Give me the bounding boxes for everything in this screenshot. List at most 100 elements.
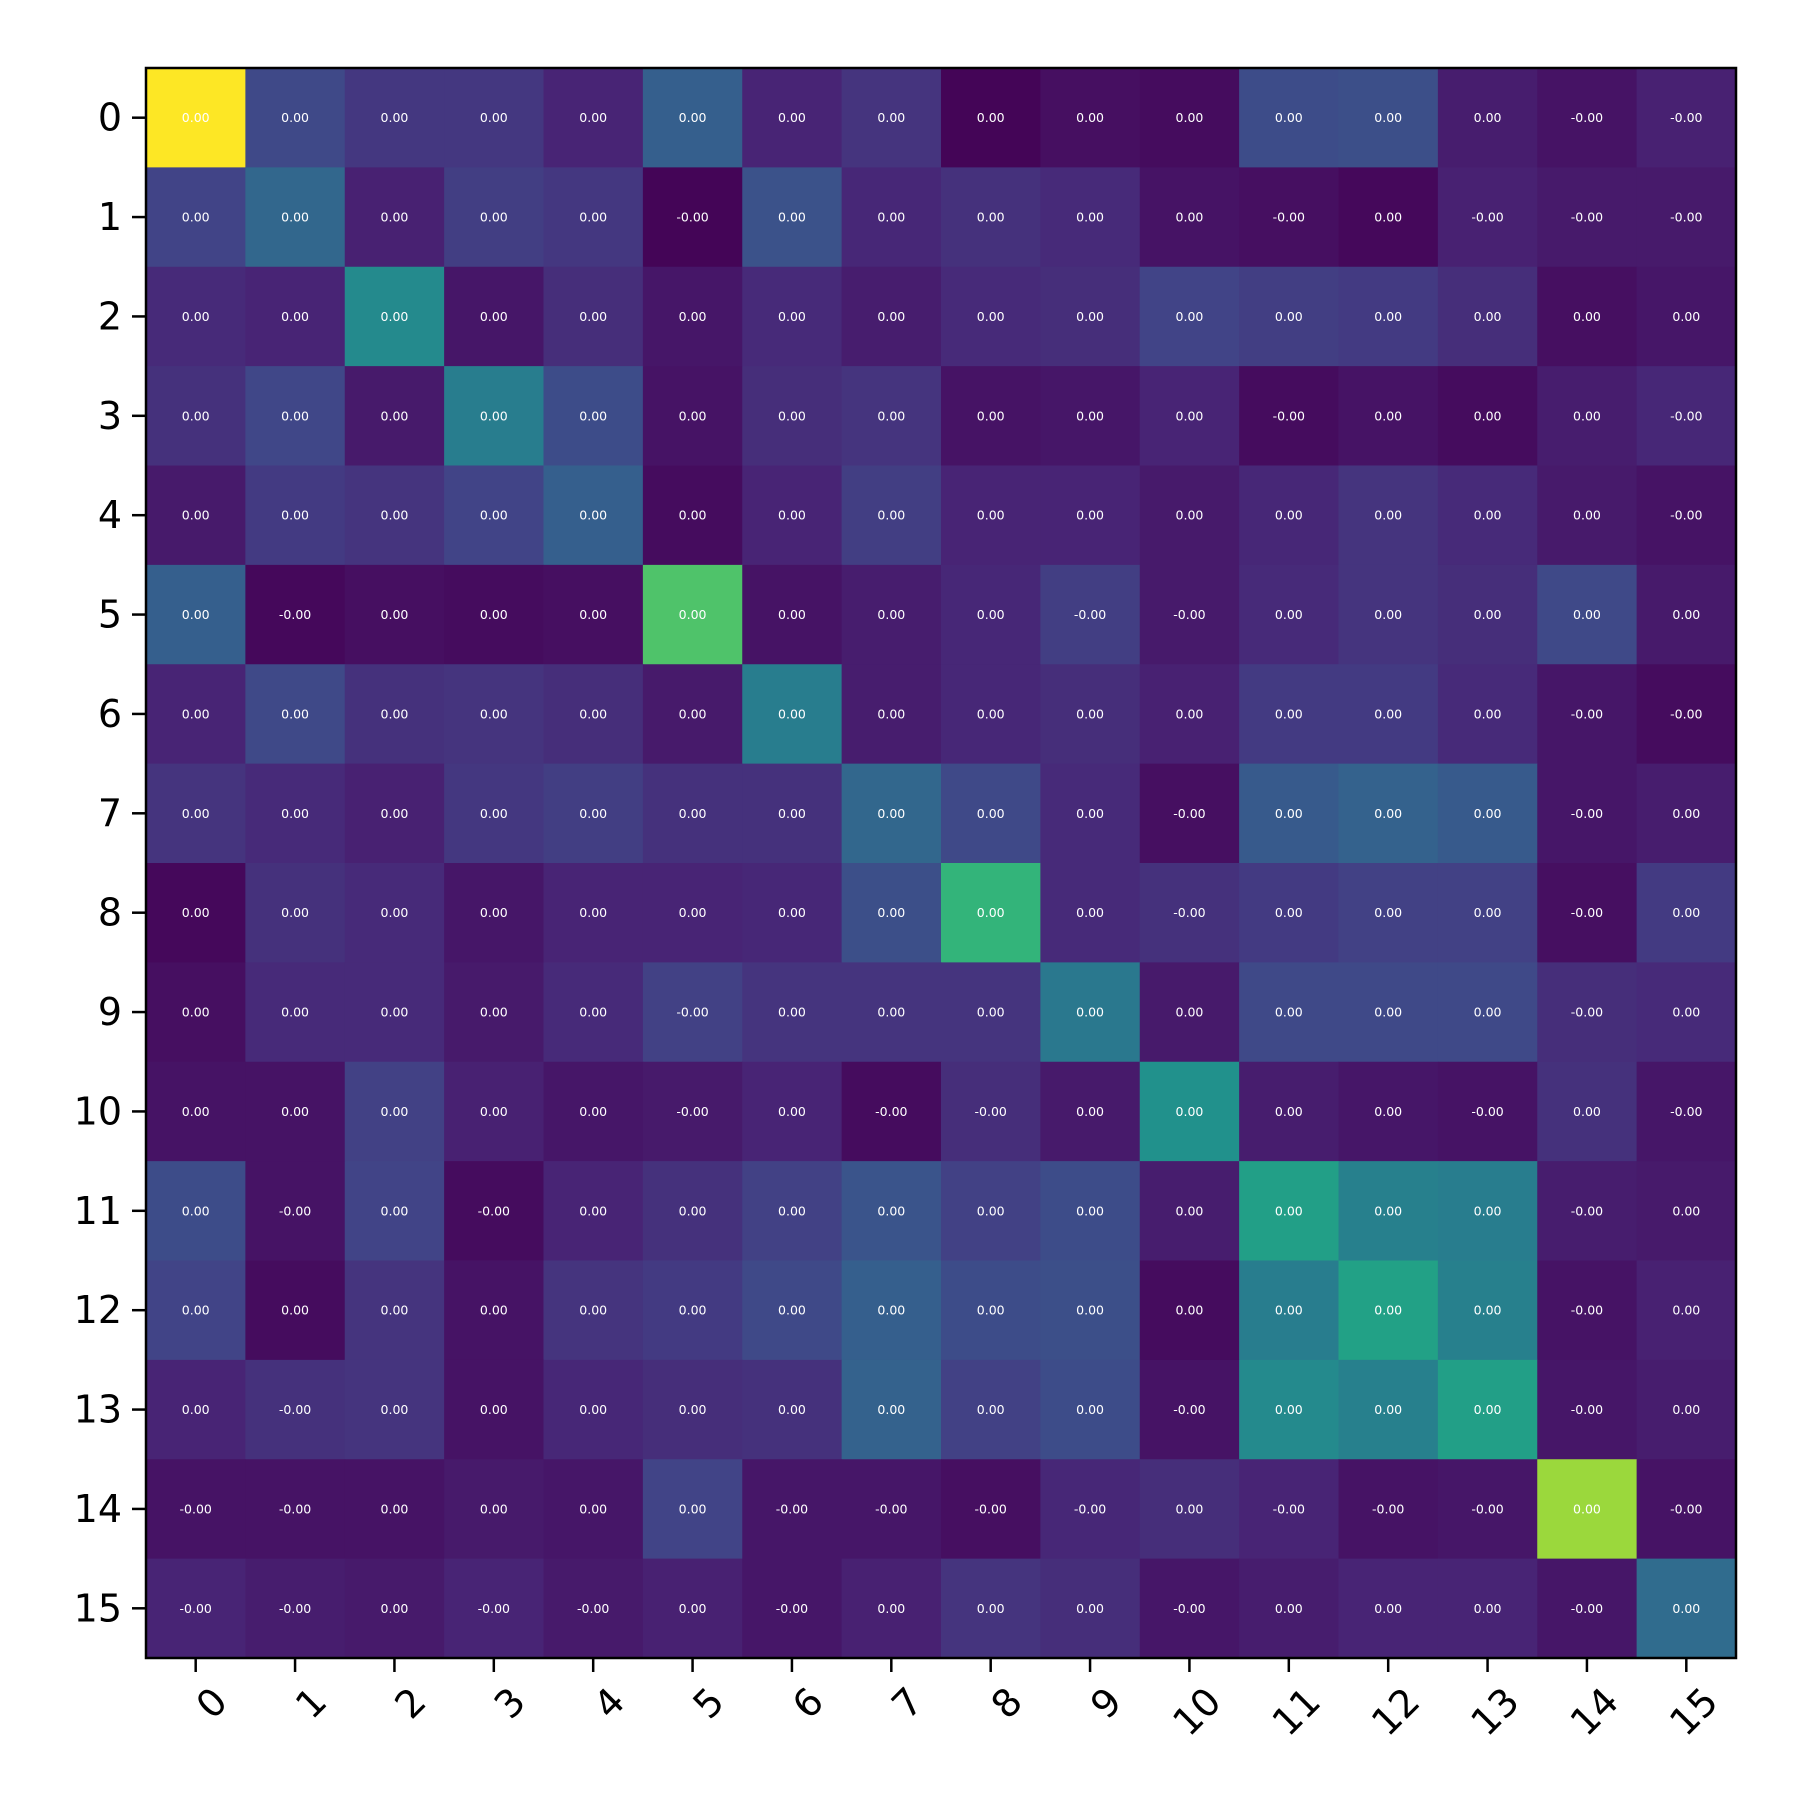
heatmap-cell: [742, 167, 843, 268]
cell-value-label: 0.00: [977, 806, 1005, 821]
heatmap-cell: [1139, 1359, 1240, 1460]
cell-value-label: 0.00: [579, 408, 607, 423]
cell-value-label: 0.00: [1076, 905, 1104, 920]
cell-value-label: 0.00: [877, 905, 905, 920]
cell-value-label: 0.00: [1275, 508, 1303, 523]
heatmap-cell: [742, 1359, 843, 1460]
heatmap-cell: [841, 564, 942, 665]
heatmap-cell: [344, 266, 445, 367]
cell-value-label: -0.00: [1471, 1104, 1503, 1119]
cell-value-label: 0.00: [778, 806, 806, 821]
heatmap-cell: [146, 1359, 246, 1460]
cell-value-label: 0.00: [480, 706, 508, 721]
heatmap-cell: [146, 366, 246, 467]
heatmap-cell: [543, 1260, 644, 1361]
cell-value-label: -0.00: [279, 1601, 311, 1616]
cell-value-label: -0.00: [776, 1501, 808, 1516]
cell-value-label: 0.00: [579, 1203, 607, 1218]
cell-value-label: 0.00: [579, 1005, 607, 1020]
cell-value-label: 0.00: [480, 110, 508, 125]
cell-value-label: 0.00: [877, 1203, 905, 1218]
heatmap-cell: [444, 1459, 545, 1560]
heatmap-cell: [941, 1459, 1041, 1560]
cell-value-label: 0.00: [1474, 110, 1502, 125]
cell-value-label: 0.00: [579, 607, 607, 622]
cell-value-label: 0.00: [579, 1104, 607, 1119]
cell-value-label: 0.00: [1573, 508, 1601, 523]
cell-value-label: 0.00: [1176, 309, 1204, 324]
heatmap-cell: [1537, 465, 1638, 566]
heatmap-cell: [1040, 1260, 1141, 1361]
heatmap-cell: [1636, 1459, 1737, 1560]
cell-value-label: 0.00: [778, 1303, 806, 1318]
cell-value-label: 0.00: [977, 1203, 1005, 1218]
cell-value-label: -0.00: [676, 1005, 708, 1020]
heatmap-cell: [1437, 366, 1538, 467]
heatmap-cell: [444, 1061, 545, 1162]
y-tick-label: 4: [98, 493, 122, 537]
cell-value-label: -0.00: [1670, 706, 1702, 721]
cell-value-label: 0.00: [1374, 408, 1402, 423]
cell-value-label: 0.00: [579, 1402, 607, 1417]
heatmap-cell: [543, 366, 644, 467]
heatmap-cell: [344, 366, 445, 467]
cell-value-label: 0.00: [1672, 309, 1700, 324]
cell-value-label: 0.00: [1076, 110, 1104, 125]
heatmap-cell: [941, 266, 1041, 367]
cell-value-label: 0.00: [1374, 806, 1402, 821]
heatmap-cell: [543, 68, 644, 168]
heatmap-cell: [1437, 1260, 1538, 1361]
heatmap-cell: [245, 1061, 346, 1162]
cell-value-label: 0.00: [1275, 1601, 1303, 1616]
cell-value-label: 0.00: [877, 1601, 905, 1616]
cell-value-label: 0.00: [1076, 210, 1104, 225]
heatmap-cell: [1239, 465, 1340, 566]
cell-value-label: -0.00: [676, 1104, 708, 1119]
heatmap-cell: [1139, 763, 1240, 864]
heatmap-cell: [444, 68, 545, 168]
cell-value-label: -0.00: [1173, 1402, 1205, 1417]
heatmap-cell: [245, 167, 346, 268]
cell-value-label: -0.00: [279, 1501, 311, 1516]
cell-value-label: 0.00: [778, 1402, 806, 1417]
cell-value-label: 0.00: [877, 309, 905, 324]
heatmap-cell: [941, 167, 1041, 268]
cell-value-label: -0.00: [1571, 806, 1603, 821]
heatmap-cell: [1239, 863, 1340, 963]
y-tick-label: 3: [98, 394, 122, 438]
cell-value-label: 0.00: [778, 508, 806, 523]
heatmap-cell: [642, 664, 743, 765]
heatmap-cell: [742, 366, 843, 467]
cell-value-label: 0.00: [1275, 806, 1303, 821]
heatmap-cell: [444, 763, 545, 864]
cell-value-label: 0.00: [480, 1104, 508, 1119]
cell-value-label: 0.00: [1374, 905, 1402, 920]
cell-value-label: 0.00: [579, 706, 607, 721]
cell-value-label: 0.00: [1275, 309, 1303, 324]
heatmap-cell: [245, 1260, 346, 1361]
heatmap-cell: [642, 763, 743, 864]
cell-value-label: 0.00: [1672, 806, 1700, 821]
cell-value-label: 0.00: [977, 1601, 1005, 1616]
cell-value-label: 0.00: [281, 706, 309, 721]
cell-value-label: 0.00: [1275, 706, 1303, 721]
cell-value-label: -0.00: [577, 1601, 609, 1616]
cell-value-label: 0.00: [1474, 905, 1502, 920]
cell-value-label: 0.00: [778, 1104, 806, 1119]
heatmap-cell: [1239, 763, 1340, 864]
heatmap-cell: [344, 1359, 445, 1460]
y-tick-label: 14: [74, 1487, 122, 1531]
heatmap-cell: [1040, 1161, 1141, 1262]
heatmap-cell: [344, 1260, 445, 1361]
cell-value-label: 0.00: [778, 309, 806, 324]
cell-value-label: 0.00: [381, 110, 409, 125]
heatmap-cell: [444, 167, 545, 268]
cell-value-label: 0.00: [1076, 508, 1104, 523]
heatmap-cell: [1139, 1061, 1240, 1162]
heatmap-cell: [543, 465, 644, 566]
heatmap-cell: [146, 1459, 246, 1560]
heatmap-cell: [245, 962, 346, 1063]
heatmap-cell: [1338, 465, 1439, 566]
heatmap-cell: [642, 167, 743, 268]
